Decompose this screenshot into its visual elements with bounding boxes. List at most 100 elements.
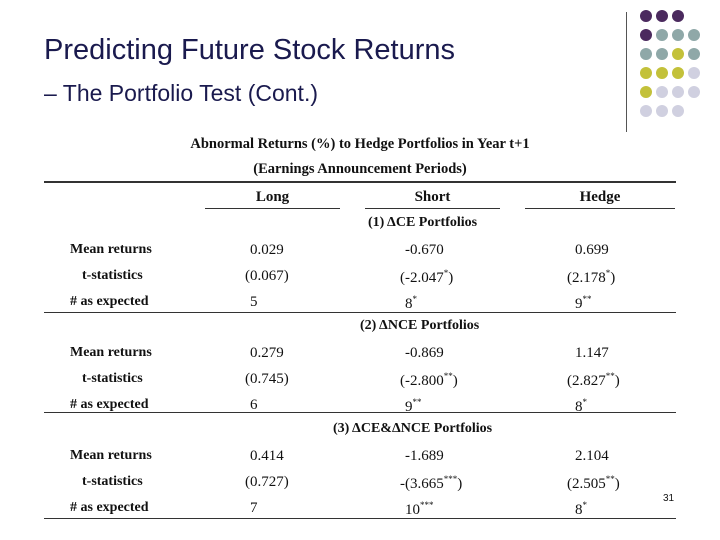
title-divider bbox=[626, 12, 627, 132]
cell-hedge: 2.104 bbox=[575, 448, 609, 465]
cell-short: 8* bbox=[405, 294, 417, 313]
row-label-mean-returns: Mean returns bbox=[70, 448, 152, 463]
closing-paren: ) bbox=[610, 270, 616, 286]
column-header-hedge: Hedge bbox=[579, 189, 621, 205]
row-label-t-statistics: t-statistics bbox=[82, 268, 143, 283]
cell-short: (-2.800**) bbox=[400, 371, 458, 390]
row-label-mean-returns: Mean returns bbox=[70, 242, 152, 257]
cell-long: (0.067) bbox=[245, 268, 289, 285]
cell-long: 5 bbox=[250, 294, 258, 311]
decorative-dot bbox=[640, 10, 652, 22]
decorative-dot bbox=[688, 48, 700, 60]
significance-marker: ** bbox=[582, 294, 592, 304]
closing-paren: ) bbox=[448, 270, 454, 286]
cell-hedge: (2.827**) bbox=[567, 371, 620, 390]
cell-value: (0.727) bbox=[245, 474, 289, 490]
section-label: (1) ΔCE Portfolios bbox=[368, 215, 478, 230]
cell-value: 8 bbox=[575, 502, 583, 518]
cell-value: (2.178 bbox=[567, 270, 606, 286]
decorative-dot bbox=[640, 67, 652, 79]
cell-value: 2.104 bbox=[575, 448, 609, 464]
cell-value: 8 bbox=[405, 296, 413, 312]
significance-marker: * bbox=[582, 500, 588, 510]
cell-short: -1.689 bbox=[405, 448, 444, 465]
cell-long: 0.029 bbox=[250, 242, 284, 259]
row-label-mean-returns: Mean returns bbox=[70, 345, 152, 360]
header-underline-hedge bbox=[525, 208, 675, 209]
column-header-short: Short bbox=[414, 189, 451, 205]
cell-value: -(3.665 bbox=[400, 476, 444, 492]
decorative-dot bbox=[672, 86, 684, 98]
cell-hedge: 9** bbox=[575, 294, 592, 313]
cell-hedge: 8* bbox=[575, 397, 587, 416]
cell-value: (0.067) bbox=[245, 268, 289, 284]
decorative-dot bbox=[672, 67, 684, 79]
header-underline-long bbox=[205, 208, 340, 209]
row-label-t-statistics: t-statistics bbox=[82, 474, 143, 489]
cell-value: 0.029 bbox=[250, 242, 284, 258]
decorative-dot bbox=[656, 10, 668, 22]
cell-long: 0.279 bbox=[250, 345, 284, 362]
cell-hedge: 1.147 bbox=[575, 345, 609, 362]
section-divider bbox=[44, 412, 676, 413]
closing-paren: ) bbox=[457, 476, 463, 492]
cell-short: (-2.047*) bbox=[400, 268, 453, 287]
cell-short: 9** bbox=[405, 397, 422, 416]
cell-long: (0.745) bbox=[245, 371, 289, 388]
cell-short: -(3.665***) bbox=[400, 474, 462, 493]
table-top-rule bbox=[44, 181, 676, 183]
slide-title-line1: Predicting Future Stock Returns bbox=[44, 34, 456, 66]
cell-hedge: (2.505**) bbox=[567, 474, 620, 493]
section-label: (2) ΔNCE Portfolios bbox=[360, 318, 480, 333]
closing-paren: ) bbox=[614, 476, 620, 492]
section-label: (3) ΔCE&ΔNCE Portfolios bbox=[333, 421, 493, 436]
cell-value: 6 bbox=[250, 397, 258, 413]
decorative-dot bbox=[672, 105, 684, 117]
decorative-dot bbox=[640, 29, 652, 41]
decorative-dot bbox=[672, 29, 684, 41]
cell-value: 10 bbox=[405, 502, 420, 518]
decorative-dot bbox=[672, 48, 684, 60]
decorative-dot bbox=[640, 48, 652, 60]
decorative-dot bbox=[656, 86, 668, 98]
cell-value: 0.279 bbox=[250, 345, 284, 361]
cell-value: -1.689 bbox=[405, 448, 444, 464]
cell-short: 10*** bbox=[405, 500, 434, 519]
decorative-dot bbox=[640, 105, 652, 117]
decorative-dot bbox=[656, 67, 668, 79]
section-divider bbox=[44, 312, 676, 313]
significance-marker: ** bbox=[605, 371, 615, 381]
row-label-num-as-expected: # as expected bbox=[70, 500, 149, 515]
cell-value: 7 bbox=[250, 500, 258, 516]
cell-value: (-2.047 bbox=[400, 270, 444, 286]
cell-long: (0.727) bbox=[245, 474, 289, 491]
header-underline-short bbox=[365, 208, 500, 209]
slide-title-line2: – The Portfolio Test (Cont.) bbox=[44, 80, 319, 106]
cell-value: (0.745) bbox=[245, 371, 289, 387]
decorative-dot bbox=[640, 86, 652, 98]
table-title: Abnormal Returns (%) to Hedge Portfolios… bbox=[0, 136, 720, 153]
cell-value: (2.505 bbox=[567, 476, 606, 492]
decorative-dot bbox=[656, 105, 668, 117]
page-number: 31 bbox=[663, 493, 675, 504]
decorative-dot bbox=[688, 86, 700, 98]
cell-long: 6 bbox=[250, 397, 258, 414]
cell-value: 5 bbox=[250, 294, 258, 310]
closing-paren: ) bbox=[452, 373, 458, 389]
significance-marker: ** bbox=[443, 371, 453, 381]
closing-paren: ) bbox=[614, 373, 620, 389]
cell-short: -0.869 bbox=[405, 345, 444, 362]
significance-marker: *** bbox=[420, 500, 434, 510]
decorative-dot bbox=[672, 10, 684, 22]
significance-marker: ** bbox=[605, 474, 615, 484]
significance-marker: ** bbox=[412, 397, 422, 407]
cell-value: 9 bbox=[575, 296, 583, 312]
cell-hedge: (2.178*) bbox=[567, 268, 615, 287]
cell-value: 8 bbox=[575, 399, 583, 415]
row-label-num-as-expected: # as expected bbox=[70, 294, 149, 309]
row-label-t-statistics: t-statistics bbox=[82, 371, 143, 386]
cell-value: 0.414 bbox=[250, 448, 284, 464]
cell-value: 9 bbox=[405, 399, 413, 415]
significance-marker: * bbox=[605, 268, 611, 278]
column-header-long: Long bbox=[255, 189, 290, 205]
